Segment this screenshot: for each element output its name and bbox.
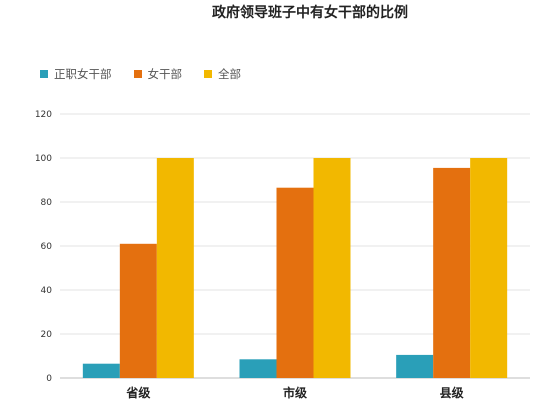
bar-全部-市级 [313, 158, 351, 378]
bar-女干部-省级 [119, 243, 157, 378]
bar-全部-县级 [470, 158, 508, 378]
chart-title: 政府领导班子中有女干部的比例 [212, 5, 408, 21]
y-tick-label: 60 [41, 242, 53, 252]
bar-全部-省级 [156, 158, 194, 378]
legend-swatch-series-0 [40, 70, 48, 78]
y-tick-label: 20 [41, 330, 53, 340]
x-tick-label: 市级 [283, 385, 307, 400]
legend: 正职女干部 女干部 全部 [40, 66, 241, 82]
y-tick-label: 80 [41, 198, 53, 208]
y-tick-label: 0 [46, 374, 52, 384]
legend-item-series-0: 正职女干部 [40, 66, 112, 82]
legend-swatch-series-1 [133, 70, 142, 78]
bar-正职女干部-县级 [396, 354, 434, 378]
bar-正职女干部-省级 [82, 363, 120, 378]
y-tick-label: 40 [41, 286, 53, 296]
bar-女干部-县级 [433, 167, 471, 378]
legend-item-series-1: 女干部 [133, 66, 183, 82]
x-tick-label: 县级 [440, 385, 464, 400]
legend-item-series-2: 全部 [204, 66, 241, 82]
y-tick-label: 100 [35, 154, 52, 164]
legend-label-series-1: 女干部 [147, 67, 183, 81]
bar-女干部-市级 [276, 187, 314, 378]
x-tick-label: 省级 [125, 385, 150, 400]
legend-label-series-2: 全部 [218, 67, 241, 81]
legend-swatch-series-2 [204, 70, 212, 78]
legend-label-series-0: 正职女干部 [54, 67, 112, 81]
y-tick-label: 120 [35, 110, 52, 120]
bar-正职女干部-市级 [239, 359, 277, 378]
